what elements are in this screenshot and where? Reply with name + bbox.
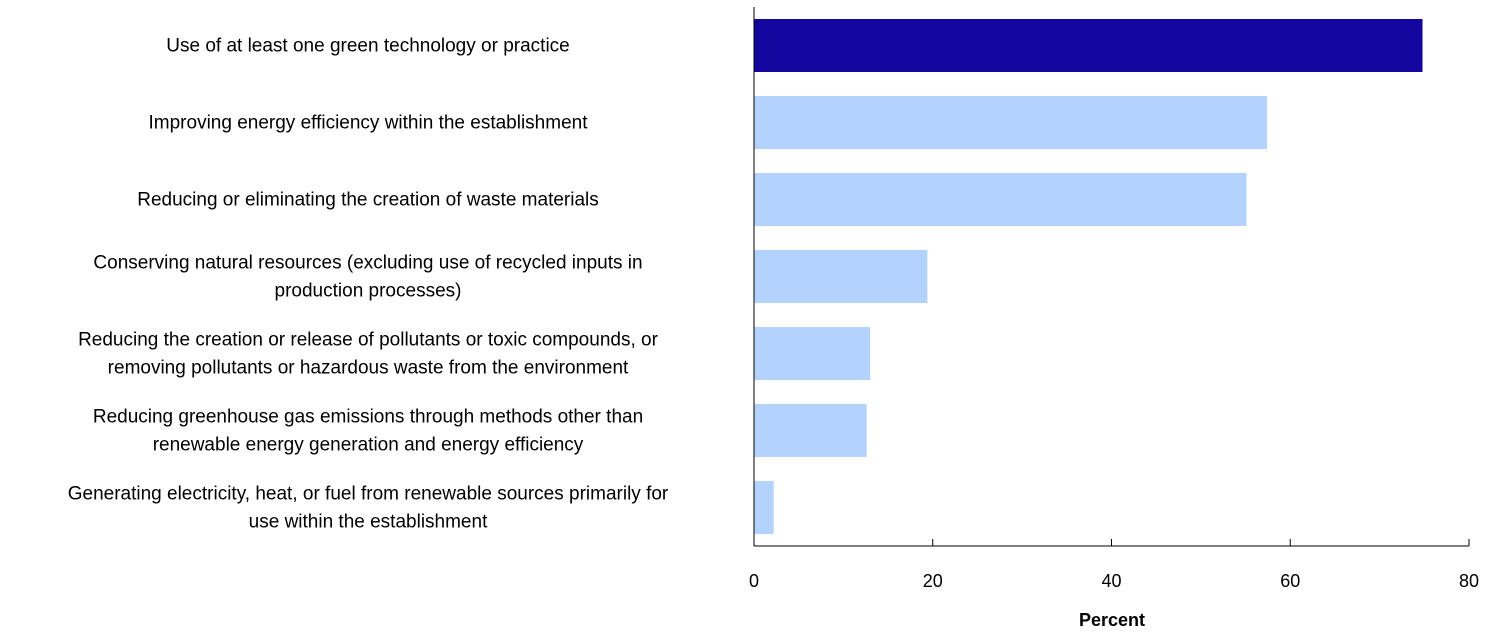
category-label-line: Reducing greenhouse gas emissions throug…	[93, 407, 643, 428]
category-label-4: Conserving natural resources (excluding …	[93, 253, 642, 302]
category-label-line: Generating electricity, heat, or fuel fr…	[68, 484, 669, 505]
category-label-line: production processes)	[275, 281, 462, 302]
x-tick-label: 60	[1280, 571, 1300, 591]
category-label-line: renewable energy generation and energy e…	[153, 435, 584, 456]
bar-5	[754, 327, 871, 380]
category-label-3: Reducing or eliminating the creation of …	[137, 190, 599, 211]
x-tick-label: 0	[749, 571, 759, 591]
x-tick-label: 20	[923, 571, 943, 591]
x-axis-title: Percent	[1079, 610, 1145, 630]
x-tick-label: 40	[1101, 571, 1121, 591]
category-label-6: Reducing greenhouse gas emissions throug…	[93, 407, 643, 456]
category-label-line: Reducing the creation or release of poll…	[78, 330, 658, 351]
category-label-line: removing pollutants or hazardous waste f…	[108, 358, 629, 379]
bar-1	[754, 19, 1423, 72]
category-label-5: Reducing the creation or release of poll…	[78, 330, 658, 379]
bar-6	[754, 404, 867, 457]
bar-3	[754, 173, 1247, 226]
category-label-line: Improving energy efficiency within the e…	[149, 113, 589, 134]
category-label-line: Use of at least one green technology or …	[166, 36, 569, 57]
bar-7	[754, 481, 774, 534]
bars	[754, 19, 1423, 534]
category-label-1: Use of at least one green technology or …	[166, 36, 569, 57]
x-tick-label: 80	[1459, 571, 1479, 591]
category-label-line: use within the establishment	[249, 512, 488, 533]
category-label-line: Conserving natural resources (excluding …	[93, 253, 642, 274]
category-label-2: Improving energy efficiency within the e…	[149, 113, 589, 134]
category-label-line: Reducing or eliminating the creation of …	[137, 190, 599, 211]
bar-2	[754, 96, 1268, 149]
category-label-7: Generating electricity, heat, or fuel fr…	[68, 484, 669, 533]
category-labels: Use of at least one green technology or …	[68, 36, 669, 533]
x-axis: 0 20 40 60 80	[749, 7, 1479, 591]
bar-4	[754, 250, 928, 303]
